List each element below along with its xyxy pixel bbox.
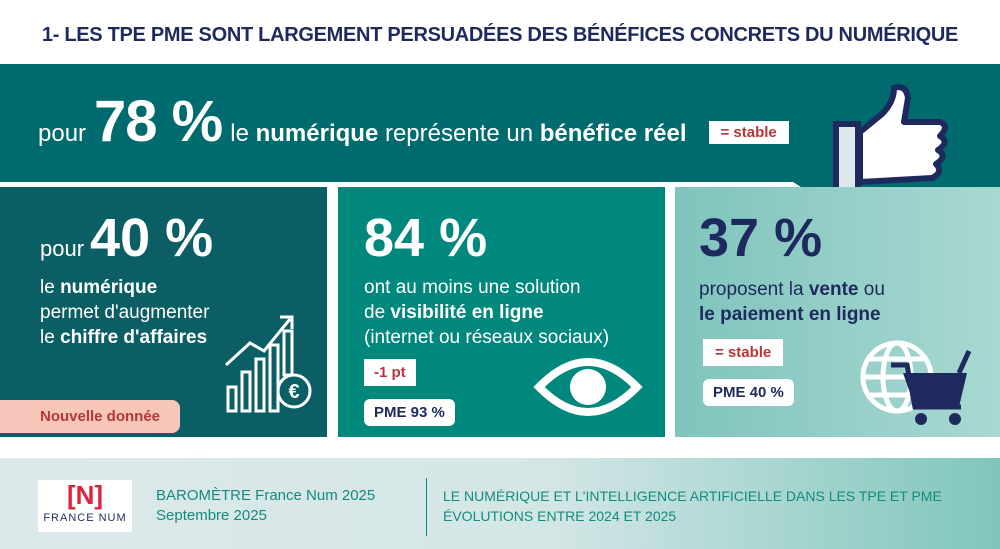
eye-icon xyxy=(533,358,643,416)
card-text-bold: vente xyxy=(808,279,859,300)
card-prefix: pour xyxy=(40,236,85,261)
headline-text: représente un xyxy=(384,120,534,147)
footer-right1: LE NUMÉRIQUE ET L'INTELLIGENCE ARTIFICIE… xyxy=(443,488,942,504)
card-value: 37 % xyxy=(699,208,823,268)
footer-right2: ÉVOLUTIONS ENTRE 2024 ET 2025 xyxy=(443,508,677,524)
headline-bold: bénéfice réel xyxy=(539,120,687,147)
pme-badge: PME 40 % xyxy=(703,379,794,406)
card-value: 84 % xyxy=(364,208,488,268)
card-text-bold: chiffre d'affaires xyxy=(60,327,208,348)
card-text: (internet ou réseaux sociaux) xyxy=(364,327,610,348)
footer-barometer: BAROMÈTRE France Num 2025 Septembre 2025 xyxy=(156,486,375,526)
headline-value: 78 % xyxy=(94,89,223,154)
headline-prefix: pour xyxy=(38,120,87,147)
france-num-logo: [N] FRANCE NUM xyxy=(38,480,132,532)
stable-badge: = stable xyxy=(703,339,784,366)
logo-mark: [N] xyxy=(66,480,104,510)
card-revenue: pour 40 % le numérique permet d'augmenter… xyxy=(0,187,327,437)
card-text-bold: numérique xyxy=(60,277,158,298)
globe-cart-icon xyxy=(860,340,972,425)
thumbs-up-icon xyxy=(833,84,948,193)
growth-chart-euro-icon: € xyxy=(224,315,312,413)
footer-line1: BAROMÈTRE France Num 2025 xyxy=(156,487,376,504)
footer-divider xyxy=(426,478,427,536)
change-badge: -1 pt xyxy=(364,359,416,386)
card-text: ont au moins une solution xyxy=(364,277,581,298)
new-data-badge: Nouvelle donnée xyxy=(0,400,180,433)
card-text-bold: le paiement en ligne xyxy=(699,304,881,325)
card-text: le xyxy=(40,327,61,348)
stable-badge: = stable xyxy=(708,121,789,144)
pme-badge: PME 93 % xyxy=(364,399,455,426)
card-text: de xyxy=(364,302,391,323)
page-title: 1- LES TPE PME SONT LARGEMENT PERSUADÉES… xyxy=(41,24,959,46)
card-text: permet d'augmenter xyxy=(40,302,210,323)
card-online-sales: 37 % proposent la vente ou le paiement e… xyxy=(675,187,1000,437)
headline-text: le xyxy=(230,120,249,147)
footer-subtitle: LE NUMÉRIQUE ET L'INTELLIGENCE ARTIFICIE… xyxy=(443,486,942,526)
headline: pour 78 % le numérique représente un bén… xyxy=(38,88,789,155)
headline-bold: numérique xyxy=(255,120,379,147)
card-text: le xyxy=(40,277,61,298)
card-text-bold: visibilité en ligne xyxy=(390,302,544,323)
svg-text:€: € xyxy=(288,381,299,403)
card-visibility: 84 % ont au moins une solution de visibi… xyxy=(338,187,665,437)
footer: [N] FRANCE NUM BAROMÈTRE France Num 2025 … xyxy=(0,458,1000,549)
card-value: 40 % xyxy=(90,208,214,268)
footer-line2: Septembre 2025 xyxy=(156,507,267,524)
card-text: proposent la xyxy=(699,279,809,300)
card-text: ou xyxy=(858,279,885,300)
logo-text: FRANCE NUM xyxy=(43,512,127,524)
